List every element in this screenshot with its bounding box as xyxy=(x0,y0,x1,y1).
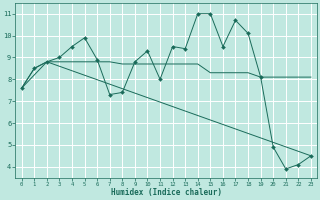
X-axis label: Humidex (Indice chaleur): Humidex (Indice chaleur) xyxy=(111,188,222,197)
